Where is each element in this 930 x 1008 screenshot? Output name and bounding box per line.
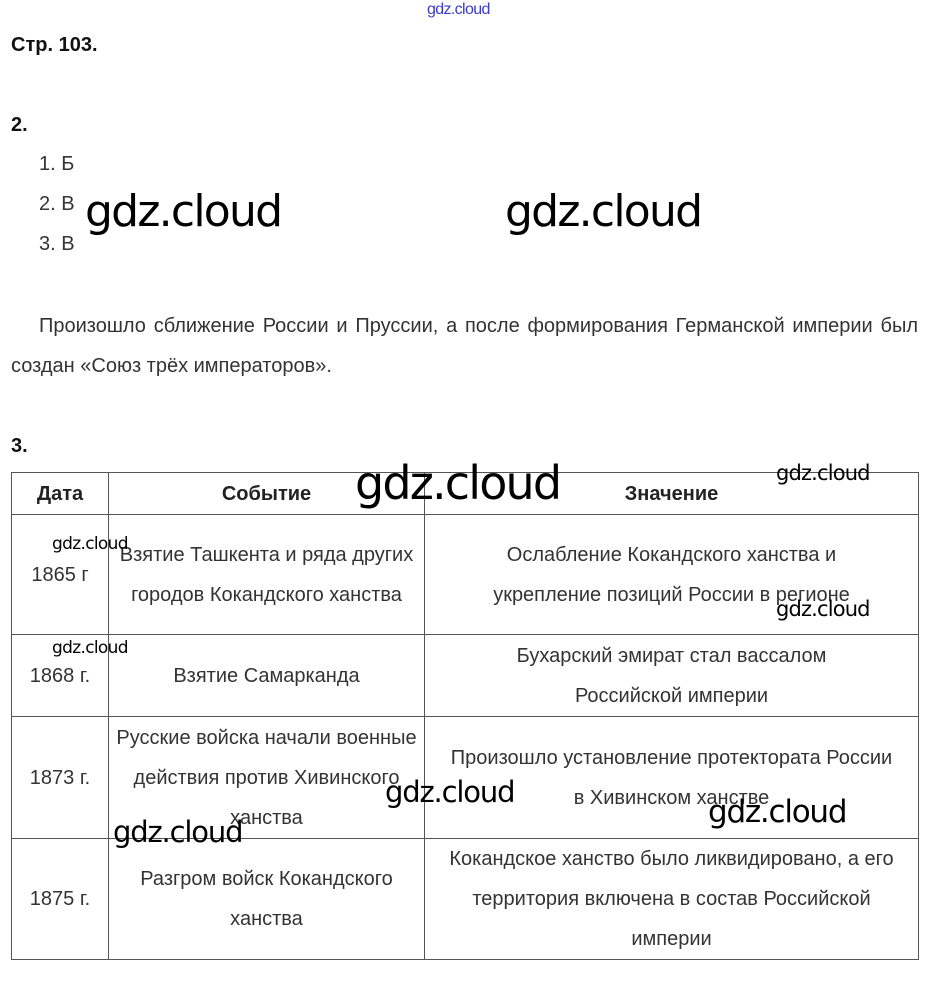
cell-meaning: Бухарский эмират стал вассалом Российско… <box>424 634 919 717</box>
cell-date: 1865 г <box>11 514 109 635</box>
watermark: gdz.cloud <box>385 775 516 809</box>
cell-event: Разгром войск Кокандского ханства <box>108 838 425 960</box>
watermark: gdz.cloud <box>355 456 562 510</box>
answer-3: 3. В <box>39 233 75 255</box>
table-row: 1875 г. Разгром войск Кокандского ханств… <box>11 838 919 960</box>
cell-event: Взятие Ташкента и ряда других городов Ко… <box>108 514 425 635</box>
table-row: 1865 г Взятие Ташкента и ряда других гор… <box>11 514 919 635</box>
cell-date: 1875 г. <box>11 838 109 960</box>
watermark: gdz.cloud <box>52 638 129 658</box>
cell-event: Русские войска начали военные действия п… <box>108 716 425 839</box>
cell-event: Взятие Самарканда <box>108 634 425 717</box>
header-date: Дата <box>11 472 109 515</box>
cell-meaning: Кокандское ханство было ликвидировано, а… <box>424 838 919 960</box>
task-2-paragraph: Произошло сближение России и Пруссии, а … <box>11 315 918 377</box>
history-table: Дата Событие Значение 1865 г Взятие Ташк… <box>11 472 919 960</box>
task-3-number: 3. <box>11 435 28 457</box>
page-heading: Стр. 103. <box>11 34 98 56</box>
watermark: gdz.cloud <box>776 597 871 621</box>
table-row: 1873 г. Русские войска начали военные де… <box>11 716 919 839</box>
watermark: gdz.cloud <box>427 1 490 18</box>
table-header-row: Дата Событие Значение <box>11 472 919 515</box>
watermark: gdz.cloud <box>85 186 283 237</box>
cell-meaning: Ослабление Кокандского ханства и укрепле… <box>424 514 919 635</box>
watermark: gdz.cloud <box>52 534 129 554</box>
cell-date: 1873 г. <box>11 716 109 839</box>
cell-meaning: Произошло установление протектората Росс… <box>424 716 919 839</box>
watermark: gdz.cloud <box>113 815 244 849</box>
answer-2: 2. В <box>39 193 75 215</box>
answer-1: 1. Б <box>39 153 75 175</box>
watermark: gdz.cloud <box>776 461 871 485</box>
task-2-number: 2. <box>11 114 28 136</box>
cell-date: 1868 г. <box>11 634 109 717</box>
watermark: gdz.cloud <box>505 186 703 237</box>
header-event: Событие <box>108 472 425 515</box>
watermark: gdz.cloud <box>708 794 848 830</box>
table-row: 1868 г. Взятие Самарканда Бухарский эмир… <box>11 634 919 717</box>
